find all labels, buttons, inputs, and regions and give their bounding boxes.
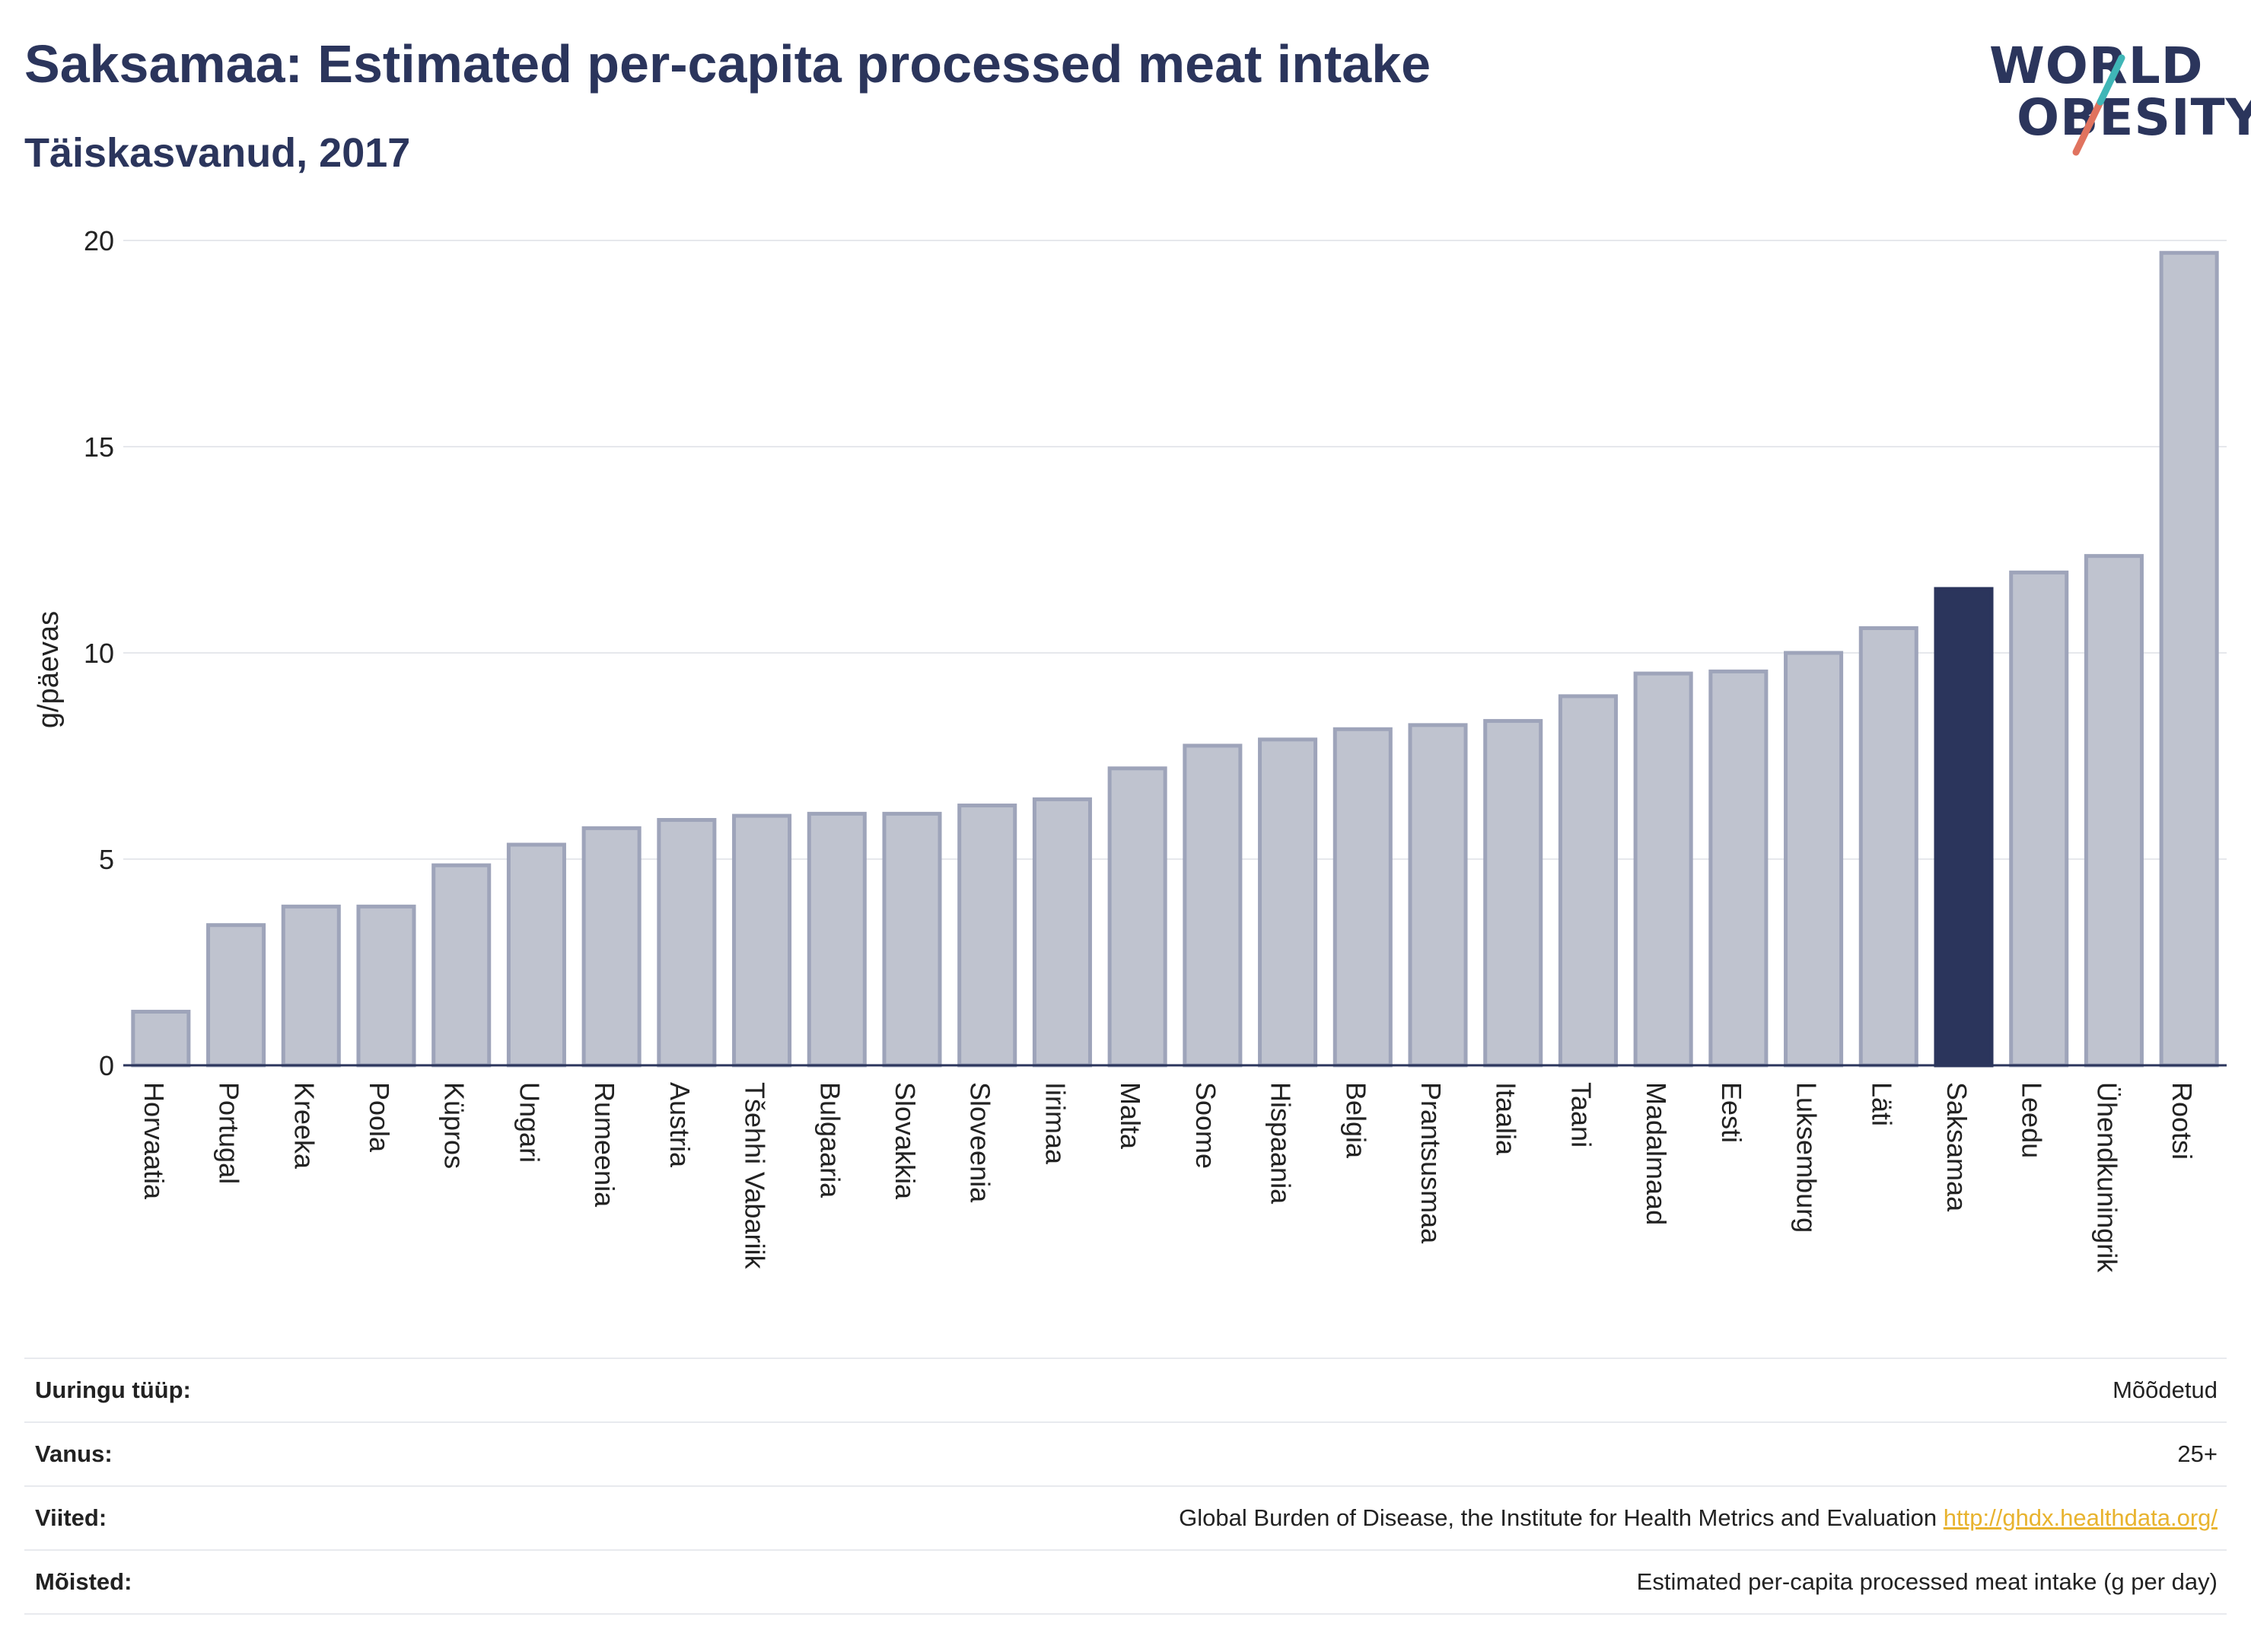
- bar-horvaatia[interactable]: [131, 1010, 191, 1068]
- x-tick-label: Poola: [364, 1082, 395, 1153]
- y-tick-label: 15: [84, 431, 114, 463]
- x-tick-label: Küpros: [439, 1082, 470, 1169]
- axes: 0 5 10 15 20 Horvaatia Portugal Kreeka Poola Küpr…: [84, 225, 2227, 1273]
- references-label: Viited:: [35, 1504, 107, 1531]
- x-tick-label: Iirimaa: [1040, 1082, 1071, 1165]
- bar-rootsi[interactable]: [2159, 250, 2219, 1068]
- bar-austria[interactable]: [657, 818, 717, 1068]
- x-tick-label: Kreeka: [288, 1082, 320, 1170]
- x-tick-label: Horvaatia: [138, 1082, 170, 1200]
- x-tick-label: Austria: [664, 1082, 696, 1168]
- world-obesity-logo: WORLD OBESITY: [1979, 30, 2251, 160]
- bar-kreeka[interactable]: [281, 904, 341, 1068]
- definitions-label: Mõisted:: [35, 1568, 132, 1595]
- x-tick-label: Rumeenia: [589, 1082, 620, 1208]
- x-tick-label: Portugal: [214, 1082, 245, 1184]
- bar-malta[interactable]: [1107, 766, 1167, 1068]
- bar-sloveenia[interactable]: [957, 804, 1017, 1068]
- x-tick-label: Rootsi: [2167, 1082, 2198, 1160]
- references-value: Global Burden of Disease, the Institute …: [1179, 1504, 2227, 1532]
- bar-itaalia[interactable]: [1483, 718, 1543, 1068]
- bar-eesti[interactable]: [1708, 669, 1769, 1068]
- bar-madalmaad[interactable]: [1633, 671, 1693, 1068]
- bar-chart: 0 5 10 15 20 Horvaatia Portugal Kreeka Poola Küpr…: [33, 225, 2227, 1273]
- chart-title: Saksamaa: Estimated per-capita processed…: [24, 34, 1431, 94]
- logo-line-2: OBESITY: [2017, 88, 2251, 147]
- bar-ühendkuningrik[interactable]: [2084, 554, 2144, 1068]
- x-tick-label: Prantsusmaa: [1415, 1082, 1447, 1244]
- x-tick-label: Leedu: [2017, 1082, 2048, 1158]
- bar-saksamaa[interactable]: [1934, 587, 1994, 1068]
- bar-iirimaa[interactable]: [1032, 797, 1092, 1068]
- bar-leedu[interactable]: [2009, 570, 2069, 1068]
- bar-portugal[interactable]: [206, 923, 266, 1068]
- x-tick-label: Ühendkuningrik: [2091, 1082, 2122, 1273]
- references-link[interactable]: http://ghdx.healthdata.org/: [1943, 1504, 2218, 1531]
- bar-luksemburg[interactable]: [1784, 651, 1844, 1068]
- x-tick-label: Eesti: [1716, 1082, 1747, 1143]
- bar-ungari[interactable]: [506, 842, 566, 1068]
- bar-hispaania[interactable]: [1258, 737, 1318, 1068]
- x-tick-label: Ungari: [514, 1082, 545, 1163]
- bar-läti[interactable]: [1858, 625, 1918, 1068]
- age-value: 25+: [2177, 1440, 2218, 1467]
- x-tick-label: Tšehhi Vabariik: [740, 1082, 771, 1269]
- age-label: Vanus:: [35, 1440, 113, 1467]
- x-tick-label: Soome: [1190, 1082, 1221, 1169]
- x-tick-label: Saksamaa: [1941, 1082, 1972, 1212]
- x-tick-label: Luksemburg: [1791, 1082, 1823, 1233]
- bar-tšehhi-vabariik[interactable]: [732, 813, 792, 1068]
- survey-type-label: Uuringu tüüp:: [35, 1377, 191, 1403]
- x-tick-label: Madalmaad: [1641, 1082, 1672, 1225]
- bar-prantsusmaa[interactable]: [1408, 723, 1468, 1068]
- x-tick-label: Läti: [1866, 1082, 1897, 1126]
- y-axis-label: g/päevas: [33, 611, 65, 728]
- logo-line-1: WORLD: [1989, 37, 2204, 95]
- survey-type-value: Mõõdetud: [2113, 1377, 2218, 1403]
- info-row-references: Viited: Global Burden of Disease, the In…: [24, 1485, 2227, 1549]
- bar-küpros[interactable]: [431, 863, 492, 1068]
- x-tick-label: Belgia: [1340, 1082, 1371, 1159]
- y-tick-label: 10: [84, 638, 114, 669]
- bar-slovakkia[interactable]: [882, 811, 942, 1068]
- y-tick-label: 5: [99, 844, 114, 875]
- info-row-definitions: Mõisted: Estimated per-capita processed …: [24, 1549, 2227, 1615]
- references-text: Global Burden of Disease, the Institute …: [1179, 1504, 1937, 1531]
- x-tick-label: Taani: [1565, 1082, 1597, 1147]
- x-tick-label: Sloveenia: [965, 1082, 996, 1203]
- bar-bulgaaria[interactable]: [807, 811, 867, 1068]
- info-row-age: Vanus: 25+: [24, 1421, 2227, 1485]
- definitions-value: Estimated per-capita processed meat inta…: [1636, 1568, 2218, 1595]
- y-tick-label: 20: [84, 225, 114, 256]
- chart-subtitle: Täiskasvanud, 2017: [24, 130, 411, 176]
- x-tick-label: Slovakkia: [890, 1082, 921, 1200]
- bar-soome[interactable]: [1183, 743, 1243, 1068]
- bars: [131, 250, 2219, 1068]
- logo-slash-icon: [2072, 54, 2125, 156]
- bar-poola[interactable]: [356, 904, 416, 1068]
- x-tick-label: Bulgaaria: [814, 1082, 845, 1198]
- x-tick-label: Malta: [1115, 1082, 1146, 1150]
- x-tick-label: Hispaania: [1266, 1082, 1297, 1205]
- y-tick-label: 0: [99, 1050, 114, 1081]
- info-row-survey: Uuringu tüüp: Mõõdetud: [24, 1358, 2227, 1421]
- x-tick-label: Itaalia: [1491, 1082, 1522, 1156]
- bar-rumeenia[interactable]: [581, 826, 642, 1068]
- bar-belgia[interactable]: [1332, 727, 1393, 1068]
- info-table: Uuringu tüüp: Mõõdetud Vanus: 25+ Viited…: [24, 1358, 2227, 1615]
- bar-taani[interactable]: [1558, 694, 1618, 1068]
